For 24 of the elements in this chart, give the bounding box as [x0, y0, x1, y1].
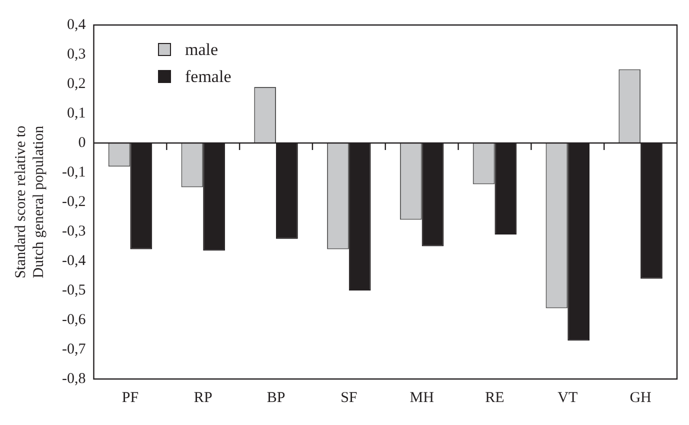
y-tick-label: 0	[78, 134, 86, 151]
x-tick-label: MH	[410, 390, 434, 406]
legend-label: female	[185, 66, 232, 88]
y-tick-label: 0,4	[66, 16, 86, 33]
y-tick-label: -0,7	[62, 341, 86, 358]
x-tick-label: RE	[485, 390, 504, 406]
x-tick-label: GH	[630, 390, 652, 406]
y-tick-label: -0,2	[62, 194, 86, 210]
y-tick-label: -0,1	[62, 164, 86, 180]
y-tick-label: -0,5	[62, 282, 86, 298]
x-tick-label: RP	[194, 390, 212, 406]
y-tick-label: 0,1	[66, 105, 86, 122]
x-tick-label: SF	[340, 390, 358, 406]
x-tick-label: PF	[122, 390, 139, 406]
y-tick-label: -0,3	[62, 223, 86, 240]
legend-label: male	[185, 39, 218, 61]
y-axis-title: Standard score relative to Dutch general population	[12, 125, 47, 278]
y-tick-label: -0,8	[62, 370, 86, 387]
y-tick-label: -0,4	[62, 252, 86, 269]
y-tick-label: -0,6	[62, 312, 86, 328]
x-tick-label: VT	[558, 390, 578, 406]
y-tick-label: 0,3	[66, 46, 86, 62]
y-tick-label: 0,2	[66, 76, 86, 92]
x-tick-label: BP	[266, 390, 286, 406]
